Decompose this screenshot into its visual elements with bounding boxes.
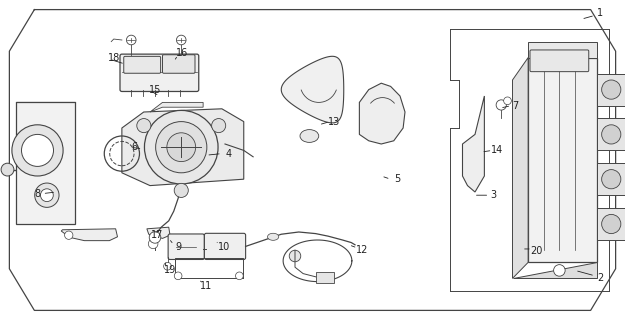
FancyBboxPatch shape	[168, 234, 204, 260]
Circle shape	[148, 239, 158, 249]
FancyBboxPatch shape	[120, 54, 199, 92]
Polygon shape	[147, 227, 170, 238]
Polygon shape	[122, 109, 244, 186]
Text: 13: 13	[328, 116, 341, 127]
Circle shape	[174, 272, 182, 280]
Circle shape	[35, 183, 59, 207]
FancyBboxPatch shape	[204, 233, 246, 260]
Text: 10: 10	[217, 242, 230, 252]
Text: 4: 4	[225, 148, 231, 159]
Circle shape	[137, 119, 151, 132]
Polygon shape	[359, 83, 405, 144]
Text: 16: 16	[176, 48, 189, 58]
Ellipse shape	[300, 130, 319, 142]
Text: 19: 19	[164, 265, 176, 276]
FancyBboxPatch shape	[530, 50, 589, 72]
Circle shape	[236, 272, 243, 280]
Text: 9: 9	[175, 242, 181, 252]
Circle shape	[212, 119, 226, 132]
Circle shape	[64, 231, 73, 239]
Text: 3: 3	[491, 190, 497, 200]
Text: 14: 14	[491, 145, 503, 156]
FancyBboxPatch shape	[162, 55, 195, 73]
Polygon shape	[512, 262, 597, 278]
Circle shape	[41, 189, 53, 202]
Text: 12: 12	[356, 245, 369, 255]
Circle shape	[1, 163, 14, 176]
Circle shape	[602, 170, 621, 189]
Text: 15: 15	[149, 84, 161, 95]
Polygon shape	[281, 56, 344, 123]
Bar	[316, 272, 334, 283]
Circle shape	[504, 97, 511, 105]
Bar	[597, 208, 625, 240]
Text: 7: 7	[512, 100, 519, 111]
Polygon shape	[512, 58, 528, 278]
Text: 11: 11	[200, 281, 212, 292]
Circle shape	[156, 122, 207, 173]
Circle shape	[12, 125, 63, 176]
Circle shape	[164, 262, 171, 270]
Circle shape	[602, 80, 621, 99]
Circle shape	[174, 183, 188, 197]
Text: 6: 6	[131, 142, 138, 152]
Circle shape	[149, 232, 161, 243]
Polygon shape	[150, 102, 203, 112]
Text: 20: 20	[530, 246, 542, 256]
Circle shape	[602, 125, 621, 144]
Circle shape	[496, 100, 506, 110]
Bar	[597, 163, 625, 195]
Circle shape	[144, 110, 218, 184]
Circle shape	[126, 35, 136, 45]
Text: 17: 17	[151, 230, 164, 240]
Polygon shape	[528, 42, 597, 58]
Polygon shape	[462, 96, 484, 192]
Text: 8: 8	[34, 188, 41, 199]
Circle shape	[176, 35, 186, 45]
Polygon shape	[61, 229, 118, 241]
Circle shape	[167, 133, 196, 162]
Text: 1: 1	[597, 8, 603, 18]
Bar	[597, 118, 625, 150]
Text: 18: 18	[107, 52, 120, 63]
Ellipse shape	[268, 233, 279, 240]
Bar	[528, 58, 597, 262]
Circle shape	[289, 250, 301, 262]
Circle shape	[602, 214, 621, 234]
Bar	[16, 102, 75, 224]
Circle shape	[21, 134, 54, 166]
FancyBboxPatch shape	[124, 56, 161, 73]
Bar	[597, 74, 625, 106]
Circle shape	[554, 265, 565, 276]
Text: 2: 2	[597, 273, 603, 284]
Text: 5: 5	[394, 174, 400, 184]
